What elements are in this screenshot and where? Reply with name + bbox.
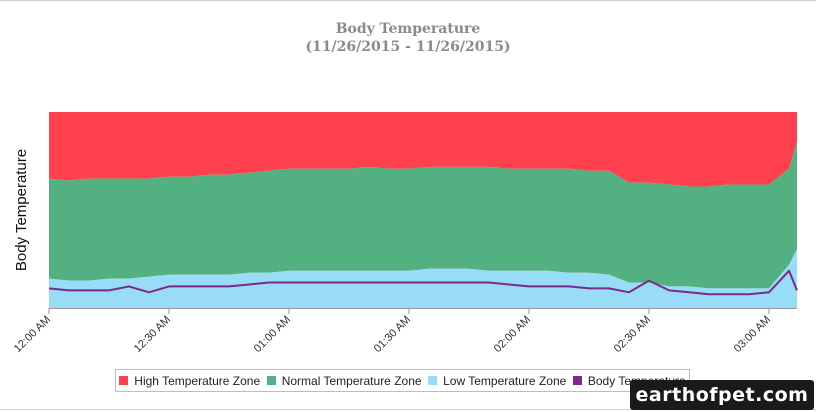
chart-subtitle: (11/26/2015 - 11/26/2015) <box>305 39 511 55</box>
low-zone-area <box>49 249 797 308</box>
x-tick-label: 02:00 AM <box>492 314 533 355</box>
legend-swatch-normal <box>266 376 276 385</box>
legend-label-normal: Normal Temperature Zone <box>281 373 422 388</box>
x-tick-label: 01:30 AM <box>372 314 413 355</box>
legend-item-low[interactable]: Low Temperature Zone <box>428 374 566 388</box>
x-tick-label: 12:30 AM <box>132 314 173 355</box>
normal-zone-area <box>49 141 797 289</box>
legend-swatch-low <box>428 376 438 385</box>
body-temperature-line <box>48 269 798 296</box>
legend-label-low: Low Temperature Zone <box>443 373 567 388</box>
x-tick-label: 02:30 AM <box>612 314 653 355</box>
x-tick-label: 12:00 AM <box>12 314 53 355</box>
legend-label-high: High Temperature Zone <box>134 373 261 388</box>
legend-swatch-high <box>119 376 129 385</box>
y-axis-label: Body Temperature <box>13 149 30 271</box>
bottom-border <box>0 409 816 410</box>
chart-title-block: Body Temperature (11/26/2015 - 11/26/201… <box>0 20 816 56</box>
x-tick-label: 03:00 AM <box>732 314 773 355</box>
top-border <box>0 0 816 1</box>
x-tick-label: 01:00 AM <box>252 314 293 355</box>
legend-item-normal[interactable]: Normal Temperature Zone <box>266 373 422 388</box>
watermark-text: earthofpet.com <box>635 384 809 406</box>
legend-swatch-body <box>572 376 582 385</box>
watermark-badge: earthofpet.com <box>630 380 814 410</box>
chart-legend: High Temperature Zone Normal Temperature… <box>115 369 690 392</box>
chart-title: Body Temperature <box>335 21 481 37</box>
high-zone-area <box>49 112 797 187</box>
legend-item-high[interactable]: High Temperature Zone <box>119 374 260 388</box>
